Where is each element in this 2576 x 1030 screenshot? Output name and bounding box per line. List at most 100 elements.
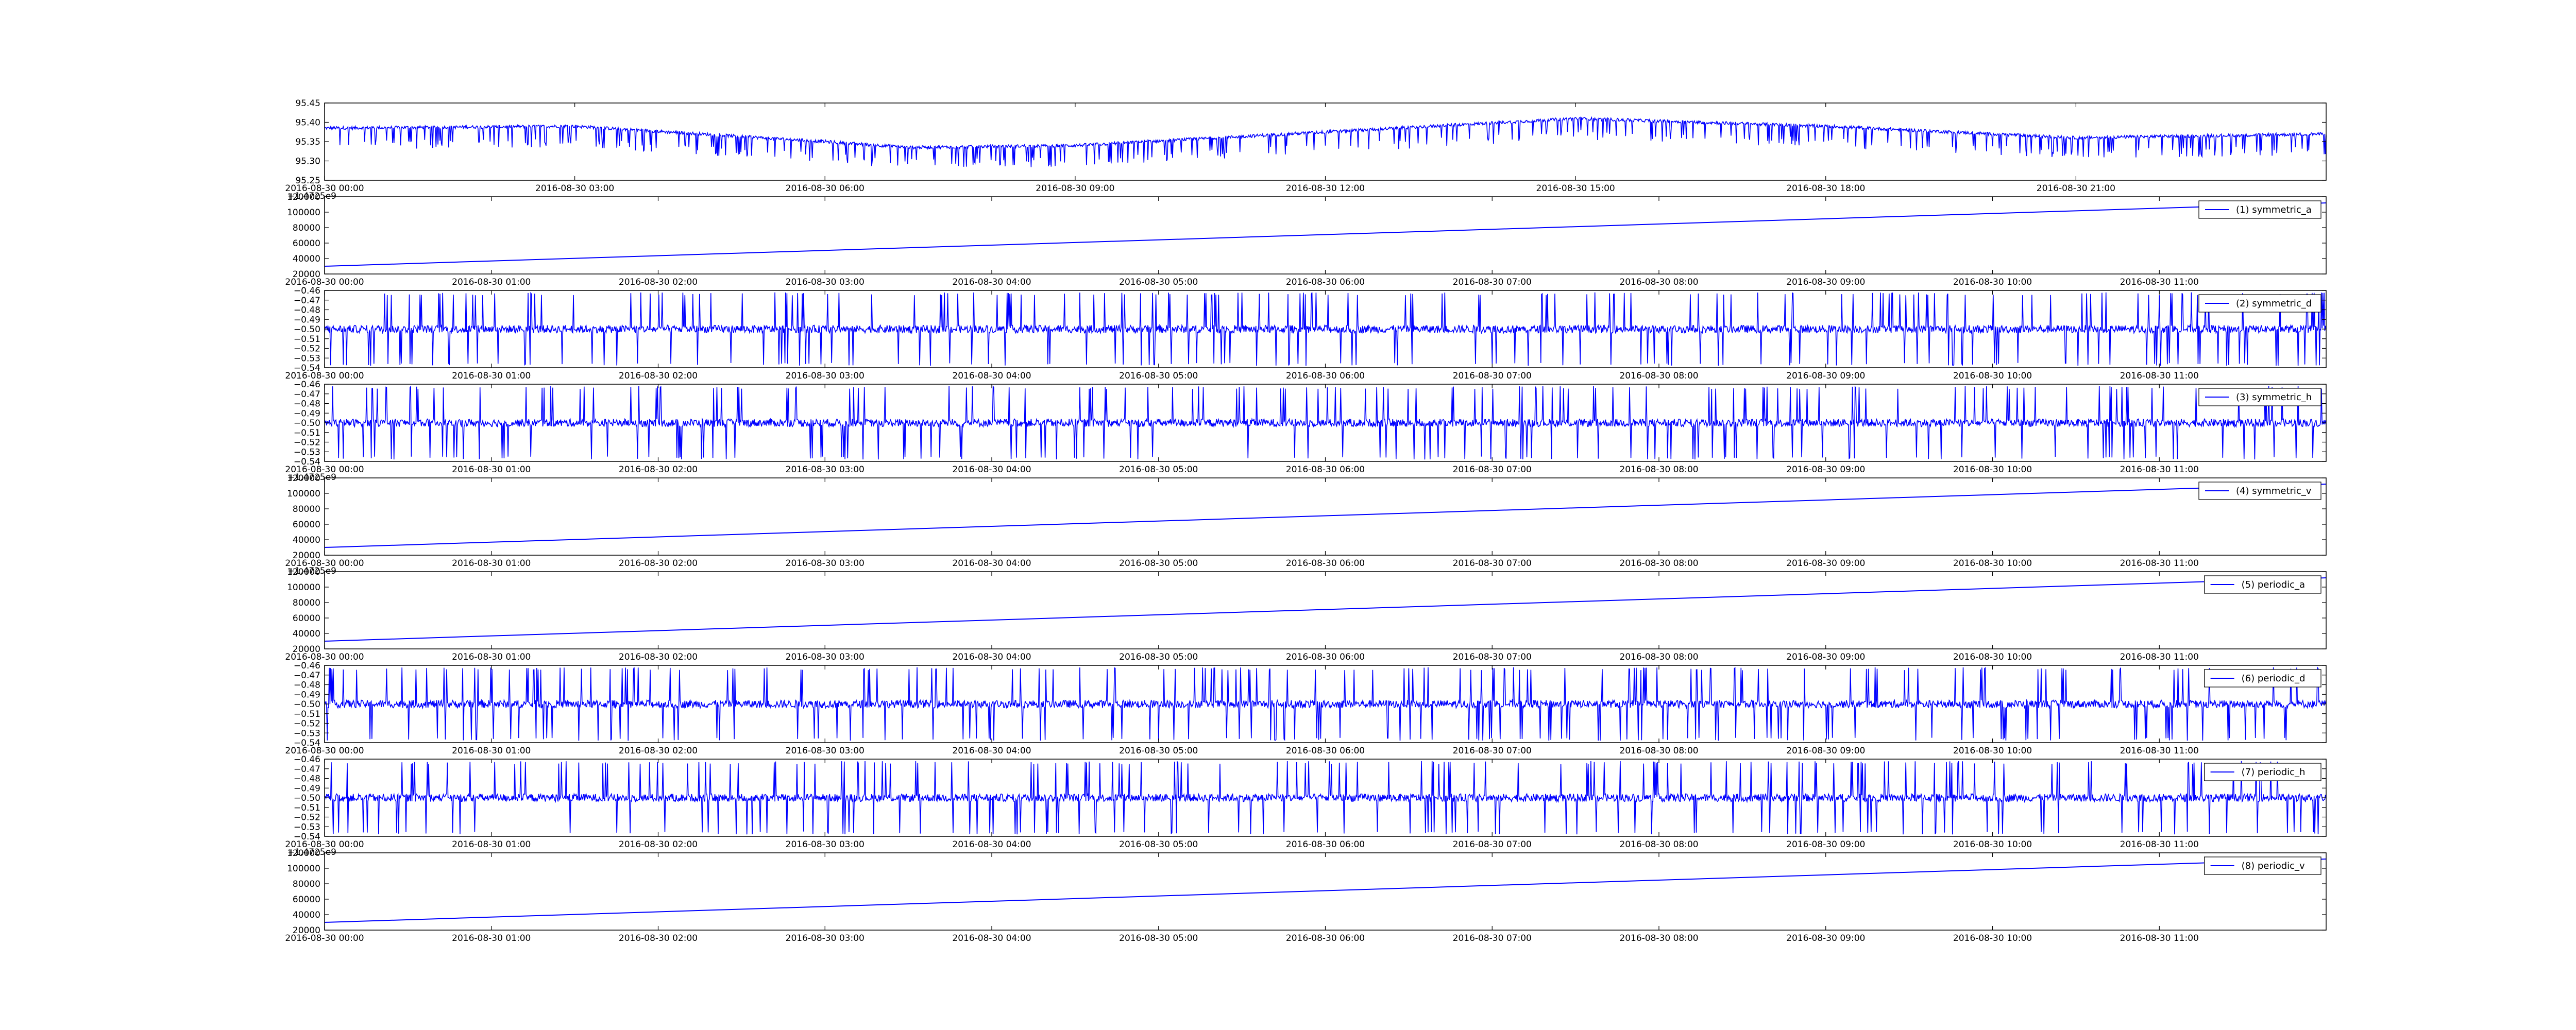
x-tick-label: 2016-08-30 05:00 xyxy=(1119,465,1198,475)
x-tick-label: 2016-08-30 04:00 xyxy=(952,839,1031,850)
x-tick-label: 2016-08-30 04:00 xyxy=(952,652,1031,662)
y-tick-label: −0.50 xyxy=(294,699,320,710)
y-tick-label: −0.54 xyxy=(294,363,320,373)
legend: (4) symmetric_v xyxy=(2198,482,2321,500)
x-tick-label: 2016-08-30 10:00 xyxy=(1953,277,2032,287)
x-tick-label: 2016-08-30 04:00 xyxy=(952,371,1031,381)
x-tick-label: 2016-08-30 12:00 xyxy=(1286,183,1365,194)
y-tick-label: 60000 xyxy=(293,520,320,530)
legend-label: (8) periodic_v xyxy=(2242,861,2305,871)
x-tick-label: 2016-08-30 07:00 xyxy=(1453,371,1532,381)
series-line-7-1 xyxy=(324,666,2327,741)
x-tick-label: 2016-08-30 11:00 xyxy=(2120,558,2199,569)
y-tick-label: 20000 xyxy=(293,269,320,280)
y-tick-label: −0.51 xyxy=(294,428,320,438)
x-tick-label: 2016-08-30 00:00 xyxy=(285,277,364,287)
y-tick-label: 20000 xyxy=(293,925,320,936)
x-tick-label: 2016-08-30 04:00 xyxy=(952,558,1031,569)
x-tick-label: 2016-08-30 05:00 xyxy=(1119,371,1198,381)
legend: (6) periodic_d xyxy=(2204,669,2321,688)
x-tick-label: 2016-08-30 06:00 xyxy=(1286,933,1365,943)
x-tick-label: 2016-08-30 11:00 xyxy=(2120,839,2199,850)
y-tick-label: 95.45 xyxy=(295,98,320,109)
x-tick-label: 2016-08-30 07:00 xyxy=(1453,277,1532,287)
x-tick-label: 2016-08-30 15:00 xyxy=(1536,183,1615,194)
y-tick-label: 100000 xyxy=(287,489,320,499)
x-tick-label: 2016-08-30 11:00 xyxy=(2120,933,2199,943)
subplot-3: −0.54−0.53−0.52−0.51−0.50−0.49−0.48−0.47… xyxy=(285,286,2327,381)
x-tick-label: 2016-08-30 06:00 xyxy=(1286,558,1365,569)
x-tick-label: 2016-08-30 00:00 xyxy=(285,465,364,475)
x-tick-label: 2016-08-30 01:00 xyxy=(452,277,531,287)
y-tick-label: −0.49 xyxy=(294,315,320,325)
x-tick-label: 2016-08-30 01:00 xyxy=(452,839,531,850)
y-tick-label: 40000 xyxy=(293,910,320,920)
x-tick-label: 2016-08-30 06:00 xyxy=(1286,277,1365,287)
x-tick-label: 2016-08-30 06:00 xyxy=(1286,465,1365,475)
x-tick-label: 2016-08-30 08:00 xyxy=(1619,746,1698,756)
x-tick-label: 2016-08-30 06:00 xyxy=(1286,746,1365,756)
y-tick-label: 120000 xyxy=(287,192,320,202)
x-tick-label: 2016-08-30 03:00 xyxy=(786,839,865,850)
y-tick-label: −0.53 xyxy=(294,822,320,832)
y-tick-label: 40000 xyxy=(293,535,320,545)
y-tick-label: −0.53 xyxy=(294,447,320,457)
x-tick-label: 2016-08-30 03:00 xyxy=(786,558,865,569)
offset-text: +1.4725e9 xyxy=(287,191,336,201)
x-tick-label: 2016-08-30 11:00 xyxy=(2120,465,2199,475)
legend-label: (3) symmetric_h xyxy=(2236,392,2312,403)
y-tick-label: 120000 xyxy=(287,473,320,484)
subplot-4: −0.54−0.53−0.52−0.51−0.50−0.49−0.48−0.47… xyxy=(285,380,2327,475)
subplot-stack: 95.25 95.30 95.35 95.40 95.45 2016-08-30 00:0… xyxy=(285,98,2327,943)
x-tick-label: 2016-08-30 06:00 xyxy=(1286,652,1365,662)
x-tick-label: 2016-08-30 02:00 xyxy=(619,277,698,287)
y-tick-label: −0.52 xyxy=(294,719,320,729)
x-tick-label: 2016-08-30 01:00 xyxy=(452,558,531,569)
y-tick-label: 120000 xyxy=(287,567,320,577)
y-tick-label: 20000 xyxy=(293,644,320,655)
x-tick-label: 2016-08-30 09:00 xyxy=(1786,652,1865,662)
legend: (8) periodic_v xyxy=(2204,856,2321,875)
x-tick-label: 2016-08-30 10:00 xyxy=(1953,839,2032,850)
subplot-6: 20000 40000 60000 80000 100000 120000 2016-08-… xyxy=(285,566,2327,662)
y-tick-label: −0.48 xyxy=(294,680,320,691)
x-tick-label: 2016-08-30 00:00 xyxy=(285,746,364,756)
x-tick-label: 2016-08-30 10:00 xyxy=(1953,371,2032,381)
x-tick-label: 2016-08-30 01:00 xyxy=(452,933,531,943)
legend-label: (4) symmetric_v xyxy=(2236,486,2312,496)
x-tick-label: 2016-08-30 07:00 xyxy=(1453,746,1532,756)
x-tick-label: 2016-08-30 08:00 xyxy=(1619,277,1698,287)
series-line-1-1 xyxy=(324,116,2327,167)
y-tick-label: −0.49 xyxy=(294,408,320,419)
y-tick-label: −0.46 xyxy=(294,380,320,390)
y-tick-label: 80000 xyxy=(293,223,320,233)
legend: (7) periodic_h xyxy=(2204,763,2321,781)
x-tick-label: 2016-08-30 01:00 xyxy=(452,746,531,756)
x-tick-label: 2016-08-30 05:00 xyxy=(1119,746,1198,756)
x-tick-label: 2016-08-30 02:00 xyxy=(619,558,698,569)
x-tick-label: 2016-08-30 02:00 xyxy=(619,933,698,943)
y-tick-label: 40000 xyxy=(293,254,320,264)
offset-text: +1.4725e9 xyxy=(287,847,336,857)
x-tick-label: 2016-08-30 00:00 xyxy=(285,371,364,381)
x-tick-label: 2016-08-30 04:00 xyxy=(952,277,1031,287)
y-tick-label: 80000 xyxy=(293,879,320,889)
subplot-7: −0.54−0.53−0.52−0.51−0.50−0.49−0.48−0.47… xyxy=(285,661,2327,756)
x-tick-label: 2016-08-30 04:00 xyxy=(952,465,1031,475)
y-tick-label: −0.54 xyxy=(294,457,320,467)
y-tick-label: −0.48 xyxy=(294,305,320,316)
y-tick-label: −0.53 xyxy=(294,728,320,739)
x-tick-label: 2016-08-30 11:00 xyxy=(2120,277,2199,287)
y-tick-label: −0.51 xyxy=(294,803,320,813)
x-tick-label: 2016-08-30 09:00 xyxy=(1036,183,1114,194)
x-tick-label: 2016-08-30 07:00 xyxy=(1453,933,1532,943)
x-tick-label: 2016-08-30 07:00 xyxy=(1453,558,1532,569)
series-line-6-1 xyxy=(324,577,2327,642)
offset-text: +1.4725e9 xyxy=(287,566,336,576)
y-tick-label: −0.49 xyxy=(294,783,320,794)
x-tick-label: 2016-08-30 21:00 xyxy=(2037,183,2115,194)
x-tick-label: 2016-08-30 10:00 xyxy=(1953,465,2032,475)
x-tick-label: 2016-08-30 08:00 xyxy=(1619,933,1698,943)
